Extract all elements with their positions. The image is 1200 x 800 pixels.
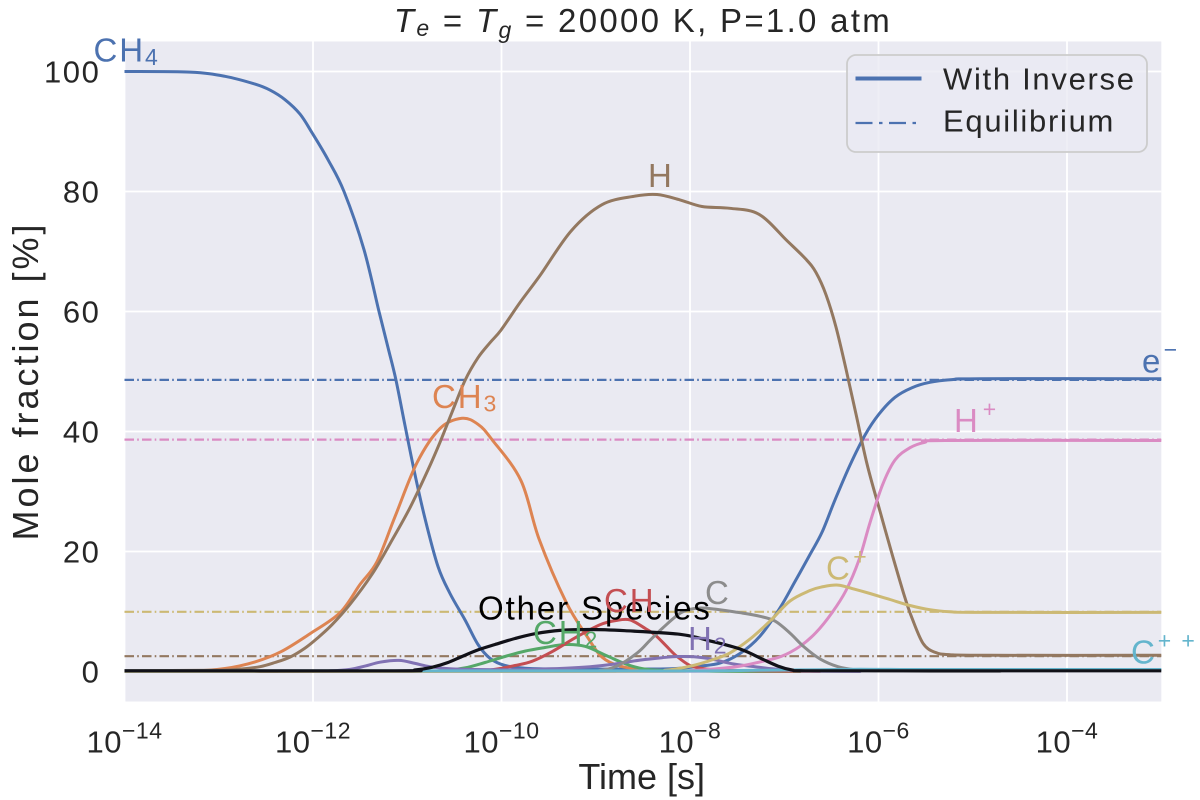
svg-text:Time [s]: Time [s] <box>578 756 705 797</box>
svg-text:Mole fraction [%]: Mole fraction [%] <box>5 221 46 540</box>
svg-text:C: C <box>705 574 729 611</box>
svg-text:100: 100 <box>44 55 101 90</box>
svg-text:40: 40 <box>63 415 101 450</box>
svg-text:H2: H2 <box>688 620 728 659</box>
svg-text:10−6: 10−6 <box>847 718 910 760</box>
svg-text:Te = Tg = 20000 K, P=1.0 atm: Te = Tg = 20000 K, P=1.0 atm <box>394 2 892 43</box>
svg-text:Equilibrium: Equilibrium <box>943 104 1115 139</box>
svg-text:0: 0 <box>82 655 101 690</box>
svg-text:Other Species: Other Species <box>478 590 712 627</box>
svg-text:H: H <box>648 157 672 194</box>
svg-text:20: 20 <box>63 535 101 570</box>
svg-text:CH: CH <box>604 582 655 619</box>
svg-text:80: 80 <box>63 175 101 210</box>
svg-text:60: 60 <box>63 295 101 330</box>
svg-text:With Inverse: With Inverse <box>943 62 1136 97</box>
